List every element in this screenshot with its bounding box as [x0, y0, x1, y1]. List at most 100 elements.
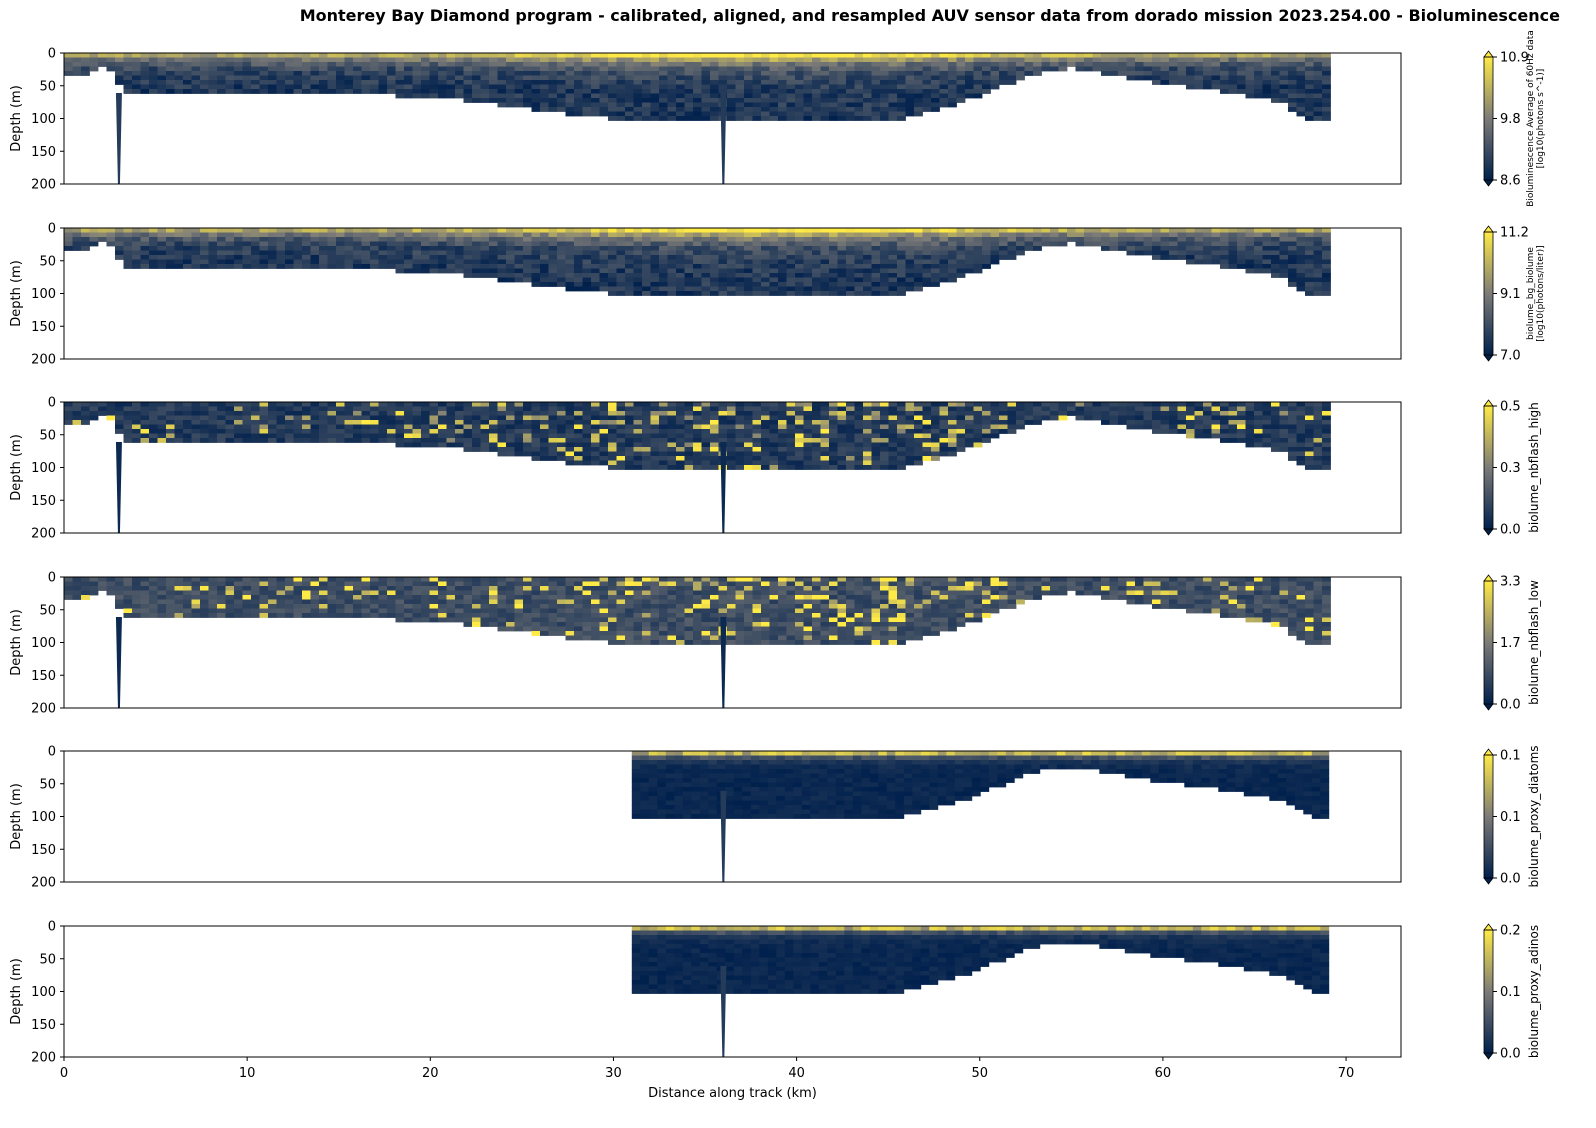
heatmap-cell [293, 420, 303, 425]
heatmap-cell [412, 80, 422, 85]
heatmap-cell [1169, 228, 1178, 233]
heatmap-cell [905, 451, 915, 457]
heatmap-cell [480, 402, 490, 407]
heatmap-cell [642, 273, 651, 278]
heatmap-cell [812, 228, 821, 233]
heatmap-cell [880, 415, 889, 421]
heatmap-cell [1220, 420, 1229, 425]
heatmap-cell [1279, 241, 1289, 247]
heatmap-cell [140, 429, 150, 434]
heatmap-cell [769, 406, 779, 412]
heatmap-cell [565, 107, 575, 112]
heatmap-cell [353, 402, 362, 407]
heatmap-cell [446, 71, 456, 76]
heatmap-cell [684, 268, 694, 274]
heatmap-cell [319, 406, 328, 412]
heatmap-cell [404, 255, 413, 260]
heatmap-cell [582, 80, 592, 85]
heatmap-cell [506, 102, 515, 108]
heatmap-cell [710, 406, 719, 412]
heatmap-cell [659, 228, 668, 233]
heatmap-cell [880, 241, 889, 247]
heatmap-cell [268, 228, 277, 233]
heatmap-cell [591, 442, 600, 448]
heatmap-cell [268, 429, 277, 434]
heatmap-cell [1169, 250, 1178, 256]
heatmap-cell [582, 415, 592, 421]
heatmap-cell [336, 433, 345, 439]
heatmap-cell [1186, 250, 1195, 256]
heatmap-cell [965, 250, 974, 256]
heatmap-cell [786, 98, 796, 103]
heatmap-cell [531, 264, 541, 269]
heatmap-cell [421, 66, 430, 72]
heatmap-cell [489, 246, 498, 251]
heatmap-cell [761, 268, 770, 274]
heatmap-cell [1177, 402, 1187, 407]
heatmap-cell [293, 406, 303, 412]
heatmap-cell [948, 447, 957, 452]
heatmap-cell [1245, 415, 1255, 421]
heatmap-cell [778, 250, 787, 256]
heatmap-cell [200, 424, 209, 430]
heatmap-cell [174, 411, 184, 416]
heatmap-cell [1262, 53, 1272, 58]
heatmap-cell [463, 246, 473, 251]
dive-spike-0 [115, 93, 122, 184]
heatmap-cell [149, 66, 158, 72]
heatmap-cell [778, 411, 787, 416]
heatmap-cell [319, 250, 328, 256]
heatmap-cell [846, 71, 855, 76]
heatmap-cell [956, 66, 966, 72]
heatmap-cell [344, 259, 354, 265]
heatmap-cell [888, 241, 898, 247]
heatmap-cell [684, 456, 694, 461]
heatmap-cell [871, 291, 881, 296]
heatmap-cell [276, 250, 286, 256]
heatmap-cell [965, 53, 974, 58]
heatmap-cell [438, 80, 447, 85]
heatmap-cell [795, 241, 804, 247]
heatmap-cell [667, 66, 677, 72]
heatmap-cell [939, 411, 949, 416]
heatmap-cell [837, 451, 847, 457]
heatmap-cell [1322, 291, 1331, 296]
heatmap-cell [506, 259, 515, 265]
heatmap-cell [1084, 415, 1093, 421]
heatmap-cell [676, 273, 685, 278]
heatmap-cell [905, 93, 915, 99]
heatmap-cell [752, 402, 762, 407]
heatmap-cell [1092, 232, 1102, 238]
heatmap-cell [531, 246, 541, 251]
heatmap-cell [1305, 232, 1314, 238]
heatmap-cell [225, 411, 235, 416]
heatmap-cell [106, 406, 116, 412]
heatmap-cell [667, 241, 677, 247]
heatmap-cell [353, 71, 362, 76]
heatmap-cell [846, 264, 855, 269]
heatmap-cell [1160, 241, 1170, 247]
heatmap-cell [829, 456, 838, 461]
heatmap-cell [455, 53, 464, 58]
heatmap-cell [157, 433, 167, 439]
heatmap-cell [140, 259, 150, 265]
heatmap-cell [106, 411, 116, 416]
heatmap-cell [565, 424, 575, 430]
heatmap-cell [829, 442, 838, 448]
heatmap-cell [820, 237, 830, 242]
heatmap-cell [948, 93, 957, 99]
heatmap-cell [268, 89, 277, 94]
heatmap-cell [157, 411, 167, 416]
heatmap-cell [565, 277, 575, 283]
heatmap-cell [761, 102, 770, 108]
heatmap-cell [982, 438, 991, 443]
heatmap-cell [200, 232, 209, 238]
heatmap-cell [1203, 250, 1212, 256]
heatmap-cell [540, 75, 549, 81]
heatmap-cell [744, 93, 753, 99]
heatmap-cell [285, 62, 294, 67]
heatmap-cell [514, 447, 524, 452]
heatmap-cell [446, 62, 456, 67]
heatmap-cell [650, 237, 660, 242]
heatmap-cell [1296, 447, 1306, 452]
